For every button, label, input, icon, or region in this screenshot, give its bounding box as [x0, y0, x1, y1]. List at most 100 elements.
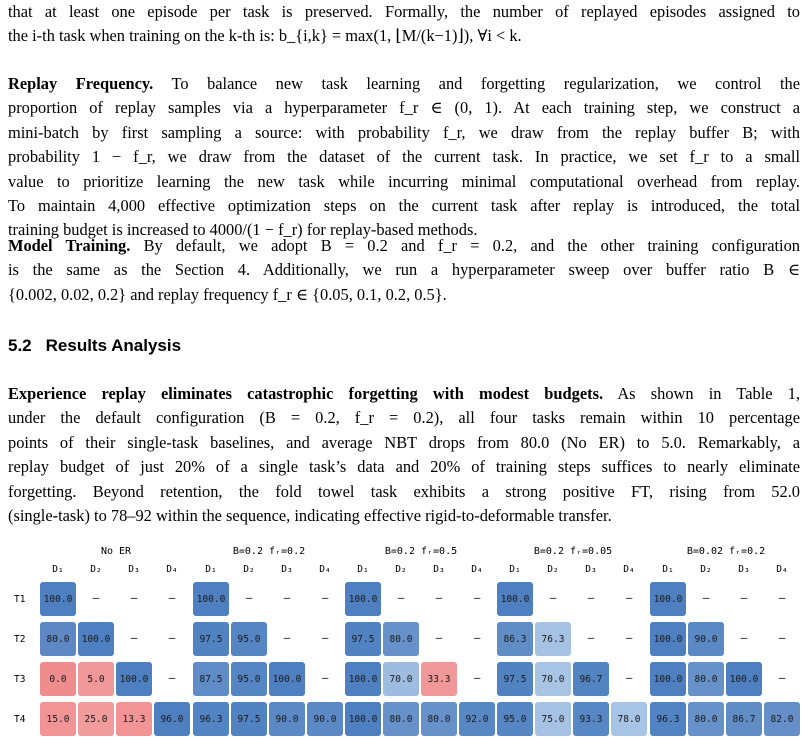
empty-cell: – [130, 631, 138, 644]
empty-cell: – [435, 631, 443, 644]
column-label: D₄ [166, 564, 178, 575]
paragraph-results: Experience replay eliminates catastrophi… [8, 382, 800, 528]
paragraph-line: mini-batch by first sampling a source: w… [8, 122, 800, 142]
paragraph-line: forgetting. Beyond retention, the fold t… [8, 481, 800, 501]
row-label: T1 [14, 594, 26, 605]
heatmap-cell: 76.3 [535, 622, 571, 656]
column-label: D₃ [281, 564, 293, 575]
heatmap-cell: 97.5 [497, 662, 533, 696]
empty-cell: – [321, 671, 329, 684]
heatmap-cell: 93.3 [573, 702, 609, 736]
empty-cell: – [778, 591, 786, 604]
paragraph-line: To balance new task learning and forgett… [171, 74, 801, 93]
heatmap-cell: 90.0 [307, 702, 343, 736]
heatmap-cell: 100.0 [650, 662, 686, 696]
column-label: D₂ [395, 564, 407, 575]
heatmap-cell: 86.7 [726, 702, 762, 736]
row-label: T4 [14, 714, 26, 725]
column-label: D₃ [738, 564, 750, 575]
heatmap-cell: 96.3 [193, 702, 229, 736]
heatmap-cell: 100.0 [650, 582, 686, 616]
empty-cell: – [625, 631, 633, 644]
panel-title: B=0.02 fᵣ=0.2 [686, 546, 766, 557]
paragraph-line: is the same as the Section 4. Additional… [8, 260, 800, 280]
column-label: D₂ [243, 564, 255, 575]
paragraph-line: {0.002, 0.02, 0.2} and replay frequency … [8, 284, 447, 304]
empty-cell: – [702, 591, 710, 604]
heatmap-cell: 100.0 [193, 582, 229, 616]
empty-cell: – [168, 591, 176, 604]
column-label: D₁ [509, 564, 521, 575]
heatmap-cell: 86.3 [497, 622, 533, 656]
heatmap-cell: 96.7 [573, 662, 609, 696]
paragraph-line: replay budget of just 20% of a single ta… [8, 457, 800, 477]
paragraph-model-training: Model Training. By default, we adopt B =… [8, 234, 800, 307]
column-label: D₃ [128, 564, 140, 575]
heatmap-cell: 100.0 [269, 662, 305, 696]
heatmap-figure: T1 T2 T3 T4 No ER D₁ D₂ D₃ D₄ 100.0– – –80.0 100.0– –… [0, 540, 808, 739]
heatmap-cell: 95.0 [497, 702, 533, 736]
paragraph-line: under the default configuration (B = 0.2… [8, 408, 800, 428]
empty-cell: – [397, 591, 405, 604]
heatmap-cell: 15.0 [40, 702, 76, 736]
heatmap-cell: 70.0 [383, 662, 419, 696]
paragraph-title: Model Training. [8, 236, 131, 255]
heatmap-cell: 90.0 [688, 622, 724, 656]
heatmap-cell: 97.5 [231, 702, 267, 736]
paragraph-line: probability 1 − f_r, we draw from the da… [8, 147, 800, 167]
heatmap-cell: 100.0 [40, 582, 76, 616]
empty-cell: – [549, 591, 557, 604]
column-label: D₂ [700, 564, 712, 575]
empty-cell: – [321, 591, 329, 604]
heatmap-cell: 100.0 [345, 662, 381, 696]
empty-cell: – [168, 631, 176, 644]
empty-cell: – [321, 631, 329, 644]
empty-cell: – [778, 671, 786, 684]
heatmap-cell: 82.0 [764, 702, 800, 736]
section-heading: 5.2 Results Analysis [8, 336, 195, 356]
paragraph-line: As shown in Table 1, [617, 384, 800, 403]
heatmap-cell: 100.0 [345, 582, 381, 616]
paragraph-title: Experience replay eliminates catastrophi… [8, 384, 604, 403]
empty-cell: – [473, 591, 481, 604]
heatmap-cell: 80.0 [383, 622, 419, 656]
heatmap-cell: 87.5 [193, 662, 229, 696]
heatmap-cell: 100.0 [497, 582, 533, 616]
heatmap-cell: 80.0 [421, 702, 457, 736]
heatmap-cell: 13.3 [116, 702, 152, 736]
column-label: D₄ [623, 564, 635, 575]
empty-cell: – [92, 591, 100, 604]
heatmap-cell: 95.0 [231, 662, 267, 696]
column-label: D₂ [547, 564, 559, 575]
heatmap-cell: 70.0 [535, 662, 571, 696]
paragraph-line: the i-th task when training on the k-th … [8, 26, 522, 46]
heatmap-cell: 75.0 [535, 702, 571, 736]
panel-title: No ER [100, 546, 132, 557]
heatmap-cell: 5.0 [78, 662, 114, 696]
heatmap-cell: 100.0 [650, 622, 686, 656]
paragraph-line: To maintain 4,000 effective optimization… [8, 196, 800, 216]
column-label: D₁ [357, 564, 369, 575]
column-label: D₄ [776, 564, 788, 575]
heatmap-cell: 96.0 [154, 702, 190, 736]
row-label: T2 [14, 634, 26, 645]
empty-cell: – [473, 631, 481, 644]
empty-cell: – [587, 631, 595, 644]
heatmap-cell: 95.0 [231, 622, 267, 656]
column-label: D₄ [319, 564, 331, 575]
empty-cell: – [740, 591, 748, 604]
empty-cell: – [245, 591, 253, 604]
paragraph-replay-allocation: that at least one episode per task is pr… [8, 0, 800, 49]
empty-cell: – [473, 671, 481, 684]
section-number: 5.2 [8, 336, 32, 355]
empty-cell: – [168, 671, 176, 684]
heatmap-cell: 80.0 [688, 662, 724, 696]
heatmap-cell: 96.3 [650, 702, 686, 736]
panel-title: B=0.2 fᵣ=0.5 [384, 546, 458, 557]
empty-cell: – [625, 591, 633, 604]
paragraph-line: value to prioritize learning the new tas… [8, 171, 800, 191]
heatmap-cell: 80.0 [40, 622, 76, 656]
column-label: D₁ [662, 564, 674, 575]
paragraph-line: By default, we adopt B = 0.2 and f_r = 0… [143, 236, 800, 255]
paragraph-title: Replay Frequency. [8, 74, 154, 93]
